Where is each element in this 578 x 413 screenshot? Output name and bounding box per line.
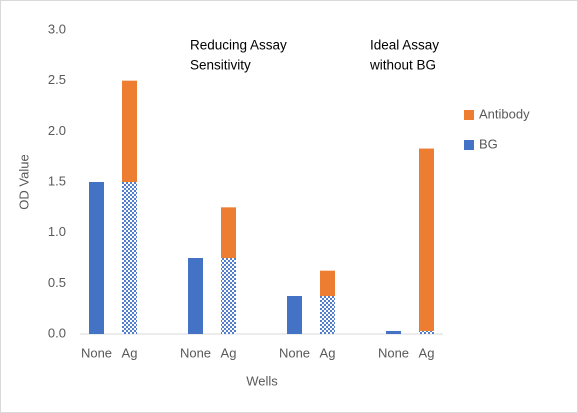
legend-swatch: [464, 110, 474, 120]
bar-segment: [386, 330, 401, 334]
legend-swatch: [464, 140, 474, 150]
bar-segment: [221, 258, 236, 334]
y-tick-label: 3.0: [48, 21, 66, 36]
y-tick-label: 1.5: [48, 173, 66, 188]
bar-segment: [122, 182, 137, 334]
y-tick-label: 0.5: [48, 275, 66, 290]
x-tick-label: None: [81, 345, 112, 360]
bar-segment: [320, 296, 335, 334]
bar-segment: [419, 148, 434, 331]
x-tick-label: Ag: [122, 345, 138, 360]
x-tick-label: Ag: [221, 345, 237, 360]
y-tick-label: 2.0: [48, 123, 66, 138]
bar-segment: [419, 330, 434, 334]
annotation: without BG: [369, 58, 436, 73]
x-tick-label: None: [378, 345, 409, 360]
bar-segment: [89, 182, 104, 334]
bar-segment: [287, 296, 302, 334]
x-tick-label: Ag: [320, 345, 336, 360]
y-tick-label: 1.0: [48, 224, 66, 239]
x-tick-label: None: [180, 345, 211, 360]
x-axis-label: Wells: [246, 373, 278, 388]
bar-segment: [320, 270, 335, 296]
legend-label: Antibody: [479, 106, 530, 121]
bar-segment: [188, 258, 203, 334]
bar-segment: [221, 207, 236, 258]
legend-label: BG: [479, 136, 498, 151]
annotation: Ideal Assay: [370, 38, 439, 53]
annotation: Reducing Assay: [190, 38, 287, 53]
y-axis-label: OD Value: [16, 154, 31, 209]
annotation: Sensitivity: [190, 58, 251, 73]
y-tick-label: 0.0: [48, 325, 66, 340]
x-tick-label: None: [279, 345, 310, 360]
y-tick-label: 2.5: [48, 72, 66, 87]
x-tick-label: Ag: [419, 345, 435, 360]
bar-segment: [122, 80, 137, 182]
